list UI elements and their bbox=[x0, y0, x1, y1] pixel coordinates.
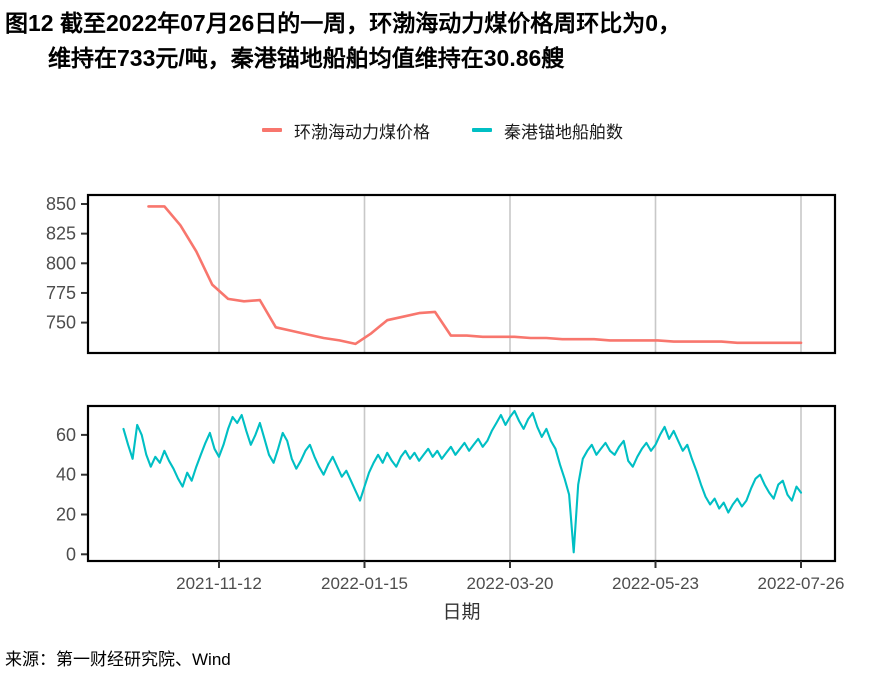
y-tick-label: 850 bbox=[46, 194, 76, 214]
legend-label-ship-count: 秦港锚地船舶数 bbox=[504, 122, 623, 142]
panel-border bbox=[86, 404, 837, 563]
legend-swatch-ship-count bbox=[472, 128, 492, 132]
x-tick-label: 2022-05-23 bbox=[612, 574, 699, 593]
legend-item-ship-count: 秦港锚地船舶数 bbox=[472, 118, 623, 143]
ship-count-line bbox=[122, 409, 803, 554]
y-tick-label: 775 bbox=[46, 283, 76, 303]
legend-swatch-coal-price bbox=[262, 128, 282, 132]
y-tick-label: 750 bbox=[46, 313, 76, 333]
x-tick-label: 2022-03-20 bbox=[467, 574, 554, 593]
line-chart: 850 825 800 775 750 60 40 20 0 2021-11-12 2022-01-… bbox=[46, 193, 845, 593]
figure-title-line2: 维持在733元/吨，秦港锚地船舶均值维持在30.86艘 bbox=[48, 45, 565, 71]
x-tick-label: 2021-11-12 bbox=[176, 574, 262, 593]
panel-border bbox=[86, 193, 837, 355]
source-note: 来源：第一财经研究院、Wind bbox=[5, 650, 231, 669]
y-tick-label: 0 bbox=[66, 544, 76, 564]
y-tick-label: 20 bbox=[56, 505, 76, 525]
x-tick-label: 2022-07-26 bbox=[758, 574, 845, 593]
figure-title-line1: 图12 截至2022年07月26日的一周，环渤海动力煤价格周环比为0， bbox=[5, 10, 682, 36]
x-tick-label: 2022-01-15 bbox=[321, 574, 408, 593]
x-axis-title: 日期 bbox=[442, 602, 481, 623]
figure-title: 图12 截至2022年07月26日的一周，环渤海动力煤价格周环比为0， 维持在7… bbox=[5, 6, 880, 76]
coal-price-line bbox=[147, 205, 803, 346]
chart-legend: 环渤海动力煤价格 秦港锚地船舶数 bbox=[0, 116, 885, 144]
y-tick-label: 800 bbox=[46, 253, 76, 273]
y-tick-label: 60 bbox=[56, 425, 76, 445]
legend-item-coal-price: 环渤海动力煤价格 bbox=[262, 118, 430, 143]
y-tick-label: 40 bbox=[56, 465, 76, 485]
legend-label-coal-price: 环渤海动力煤价格 bbox=[294, 122, 430, 142]
y-tick-label: 825 bbox=[46, 224, 76, 244]
